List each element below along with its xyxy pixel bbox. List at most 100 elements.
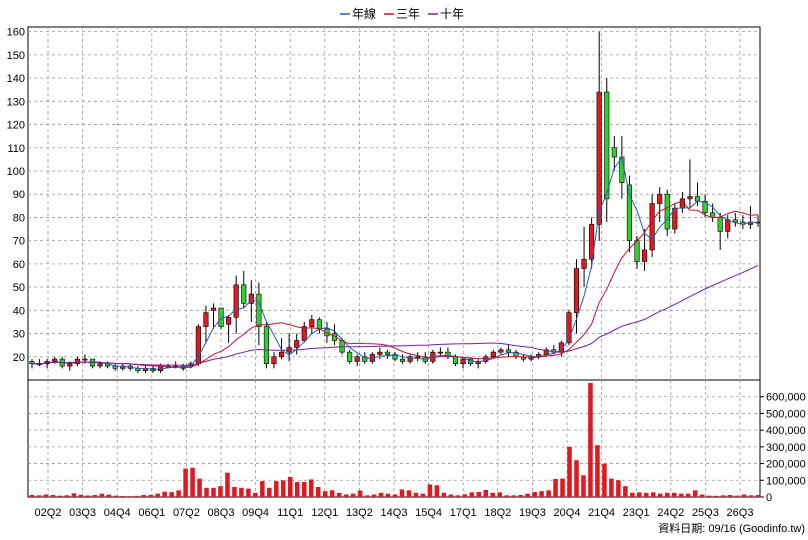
candle-up — [309, 319, 315, 327]
volume-tick-label: 600,000 — [766, 392, 806, 404]
volume-bar — [532, 491, 537, 497]
candle-up — [377, 351, 383, 355]
candle-up — [581, 258, 587, 269]
x-axis: 02Q2 03Q3 04Q4 06Q1 07Q2 08Q3 09Q4 11Q1 12Q1 13Q2… — [35, 507, 754, 519]
candle-up — [543, 349, 549, 355]
candle-down — [634, 240, 640, 262]
x-tick-label: 04Q4 — [104, 507, 131, 519]
candle-up — [641, 249, 648, 262]
volume-bar — [504, 495, 509, 497]
volume-tick-label: 100,000 — [766, 475, 806, 487]
x-tick-label: 07Q2 — [173, 507, 200, 519]
volume-bar — [595, 445, 600, 497]
volume-bar — [371, 494, 377, 497]
candle-up — [672, 207, 678, 230]
volume-bar — [755, 494, 761, 497]
data-date-note: 資料日期: 09/16 (Goodinfo.tw) — [658, 521, 805, 535]
volume-bar — [602, 463, 607, 497]
volume-bar — [678, 493, 684, 497]
candle-down — [218, 307, 224, 327]
volume-axis: 0 100,000 200,000 300,000 400,000 500,000 600,… — [760, 392, 806, 504]
candle-up — [657, 193, 663, 204]
x-tick-label: 23Q1 — [623, 507, 650, 519]
volume-bar — [92, 494, 98, 497]
candle-up — [226, 316, 232, 325]
volume-bar — [204, 487, 209, 497]
x-tick-label: 20Q4 — [554, 507, 581, 519]
volume-bar — [413, 492, 419, 497]
candle-up — [490, 351, 496, 358]
volume-bar — [253, 492, 258, 497]
volume-bar — [274, 481, 279, 497]
volume-bar — [448, 494, 454, 497]
moving-average-lines — [32, 156, 759, 371]
volume-bar — [651, 492, 656, 497]
x-tick-label: 09Q4 — [242, 507, 269, 519]
volume-bar — [385, 493, 391, 497]
volume-bar — [190, 467, 195, 497]
candle-up — [278, 351, 285, 358]
candle-up — [573, 268, 580, 313]
volume-bar — [720, 495, 726, 497]
price-axis: 20 30 40 50 60 70 80 90 100 110 120 130 140 150 160 — [7, 27, 25, 364]
candle-down — [362, 356, 368, 362]
price-tick-label: 20 — [13, 352, 25, 364]
candle-down — [316, 319, 322, 330]
grid-lines — [28, 27, 760, 497]
ma-line — [32, 200, 759, 368]
x-tick-label: 26Q3 — [727, 507, 754, 519]
volume-bar — [301, 481, 307, 497]
candle-up — [67, 363, 73, 367]
volume-bar — [671, 492, 677, 497]
volume-bar — [308, 479, 314, 497]
volume-bar — [462, 494, 468, 497]
volume-bar — [699, 494, 705, 497]
volume-bar — [78, 494, 84, 497]
x-tick-label: 25Q3 — [692, 507, 719, 519]
volume-bar — [350, 493, 356, 497]
volume-panel — [27, 379, 761, 498]
x-tick-label: 08Q3 — [208, 507, 235, 519]
volume-bar — [71, 493, 77, 497]
volume-bar — [357, 490, 363, 497]
candle-up — [687, 196, 693, 200]
x-tick-label: 15Q4 — [415, 507, 442, 519]
volume-bar — [329, 490, 335, 497]
volume-bar — [713, 495, 719, 497]
volume-bar — [260, 481, 265, 497]
candle-up — [483, 356, 489, 362]
volume-tick-label: 500,000 — [766, 408, 806, 420]
volume-bar — [727, 494, 733, 497]
volume-bar — [630, 492, 635, 497]
volume-bar — [162, 491, 167, 497]
volume-bar — [406, 490, 412, 497]
volume-bar — [692, 490, 698, 497]
volume-tick-label: 400,000 — [766, 425, 806, 437]
candle-down — [694, 196, 701, 202]
legend-label: 十年 — [440, 7, 464, 21]
volume-bar — [539, 491, 544, 497]
volume-bar — [567, 446, 572, 497]
candle-down — [505, 349, 512, 353]
volume-bar — [378, 492, 384, 497]
candle-up — [415, 356, 421, 359]
volume-bar — [176, 490, 181, 497]
volume-bar — [267, 487, 272, 497]
volume-bar — [141, 494, 146, 497]
volume-bar — [29, 494, 35, 497]
candle-up — [354, 356, 360, 362]
volume-bar — [441, 492, 447, 497]
x-tick-label: 24Q2 — [657, 507, 684, 519]
x-tick-label: 18Q2 — [484, 507, 511, 519]
volume-bar — [420, 493, 426, 497]
candle-up — [498, 349, 504, 353]
volume-bar — [392, 494, 398, 497]
volume-bar — [288, 476, 293, 497]
volume-bar — [455, 495, 461, 497]
price-tick-label: 100 — [7, 166, 25, 178]
candle-up — [596, 91, 602, 225]
volume-bar — [546, 490, 551, 497]
x-tick-label: 19Q3 — [519, 507, 546, 519]
volume-bar — [574, 460, 579, 497]
x-tick-label: 02Q2 — [35, 507, 62, 519]
